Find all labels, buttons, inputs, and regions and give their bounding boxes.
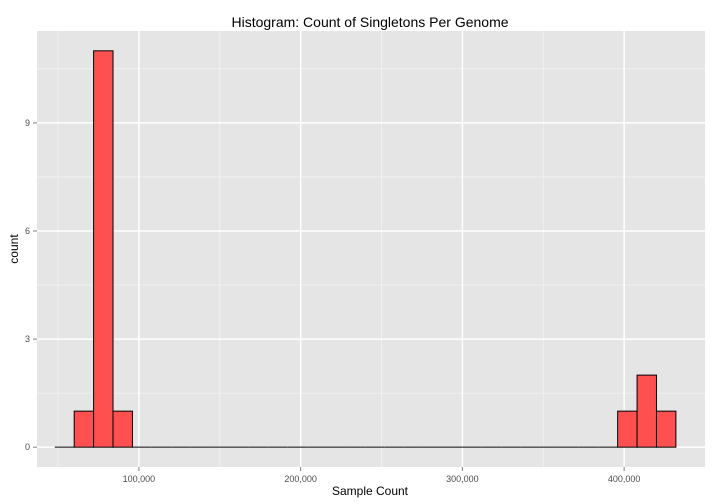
chart-title: Histogram: Count of Singletons Per Genom… (231, 14, 508, 30)
histogram-bar (73, 410, 95, 448)
y-tick-label: 0 (25, 442, 30, 452)
histogram-bar (655, 410, 677, 448)
histogram-bars (54, 50, 677, 448)
x-axis-title: Sample Count (332, 484, 409, 498)
y-tick-label: 6 (25, 226, 30, 236)
histogram-bar (636, 374, 657, 448)
x-tick-label: 300,000 (446, 474, 479, 484)
x-tick-label: 200,000 (284, 474, 317, 484)
x-tick-label: 100,000 (123, 474, 156, 484)
histogram-bar (112, 410, 133, 448)
histogram-bar (617, 410, 638, 448)
y-tick-label: 9 (25, 118, 30, 128)
histogram-bar (93, 50, 114, 448)
x-tick-label: 400,000 (608, 474, 641, 484)
y-axis-ticks: 0 3 6 9 (25, 118, 37, 452)
y-axis-title: count (7, 234, 21, 264)
x-axis-ticks: 100,000 200,000 300,000 400,000 (123, 467, 641, 484)
y-tick-label: 3 (25, 334, 30, 344)
plot-panel (37, 31, 705, 467)
